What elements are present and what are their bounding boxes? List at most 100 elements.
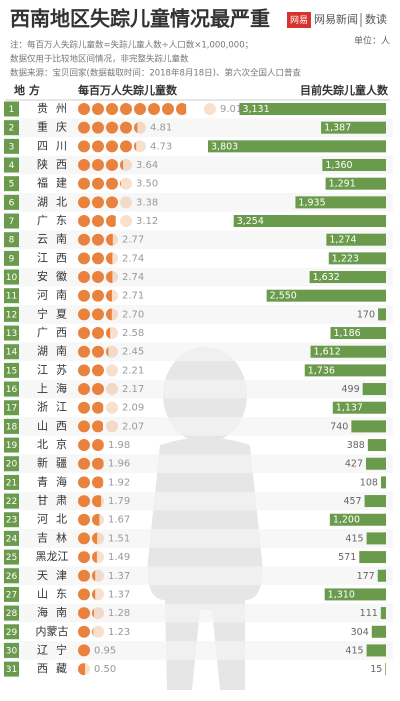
dot-group — [78, 159, 132, 172]
bar — [332, 401, 386, 414]
dot — [92, 252, 104, 265]
dot — [92, 457, 104, 470]
category-label: 西藏 — [37, 662, 67, 675]
rank-box — [4, 176, 19, 192]
dot — [78, 495, 90, 508]
dot-remainder — [120, 215, 132, 228]
dot — [106, 233, 113, 246]
dot — [190, 103, 202, 115]
dot — [78, 140, 90, 153]
brand-icon: 网易 — [290, 15, 308, 26]
bar — [380, 607, 386, 620]
dot — [92, 345, 104, 358]
dot — [78, 476, 90, 489]
value-label: 0.95 — [94, 645, 116, 656]
rank: 14 — [6, 348, 18, 358]
dot — [78, 588, 90, 601]
dot-group — [78, 383, 118, 396]
value-label: 4.81 — [150, 123, 172, 134]
legend-entry: 每百万人失踪儿童数 — [78, 83, 178, 97]
dot — [78, 532, 90, 545]
rank-box — [4, 418, 19, 434]
rank-box — [4, 213, 19, 229]
rank-box — [4, 400, 19, 416]
dot — [92, 439, 104, 452]
dot — [92, 589, 96, 600]
dot — [92, 570, 96, 582]
note: 注：每百万人失踪儿童数=失踪儿童人数÷人口数×1,000,000； — [10, 40, 253, 51]
dot-remainder — [106, 383, 118, 396]
dot — [106, 346, 109, 357]
value-label: 108 — [360, 477, 378, 488]
dot — [78, 289, 90, 302]
rank: 24 — [6, 534, 18, 544]
dot — [106, 289, 112, 302]
rank-box — [4, 530, 19, 546]
silhouette — [147, 347, 263, 690]
value-label: 0.50 — [94, 664, 116, 675]
value-label: 388 — [347, 440, 365, 451]
rank-box — [4, 120, 19, 136]
dot-group — [78, 551, 104, 564]
dot — [78, 513, 90, 526]
dot — [92, 383, 104, 396]
value-label: 3.12 — [136, 216, 158, 227]
value-label: 1.23 — [108, 627, 130, 638]
dot — [92, 177, 104, 190]
value-label: 3,254 — [237, 216, 264, 227]
dot-group — [78, 252, 118, 265]
value-label: 3.64 — [136, 160, 158, 171]
dot — [106, 271, 113, 284]
value-label: 1,200 — [333, 515, 360, 526]
value-label: 1.79 — [108, 496, 130, 507]
dot-group — [78, 513, 104, 526]
value-label: 3,803 — [211, 141, 238, 152]
dot-group — [78, 569, 104, 582]
value-label: 1,291 — [329, 179, 356, 190]
dot — [92, 121, 104, 134]
dot — [92, 140, 104, 153]
dot — [78, 569, 90, 582]
note: 数据来源：宝贝回家(数据截取时间：2018年8月18日)、第六次全国人口普查 — [10, 68, 301, 79]
category-label: 河南 — [37, 289, 67, 302]
value-label: 2.21 — [122, 365, 144, 376]
brand: 网易新闻 — [314, 12, 358, 26]
rank-box — [4, 306, 19, 322]
bar — [359, 551, 386, 564]
dot-group — [78, 140, 146, 153]
dot — [78, 663, 85, 676]
dot-group — [78, 439, 104, 452]
bar — [364, 495, 386, 508]
bar — [325, 177, 386, 190]
bar — [377, 569, 386, 582]
dot — [92, 628, 94, 636]
dot-group — [78, 271, 118, 284]
rank: 23 — [6, 516, 17, 526]
category-label: 北京 — [37, 437, 67, 451]
value-label: 1.49 — [108, 552, 130, 563]
value-label: 1,632 — [313, 272, 340, 283]
bar — [367, 439, 386, 452]
value-label: 2.71 — [122, 291, 144, 302]
bar — [330, 327, 386, 340]
dot-group — [78, 495, 104, 508]
category-label: 江苏 — [37, 363, 67, 376]
dot — [78, 271, 90, 284]
dot-group — [78, 364, 118, 377]
value-label: 1,387 — [324, 123, 351, 134]
value-label: 2.09 — [122, 403, 144, 414]
category-label: 广东 — [37, 214, 67, 227]
bar — [351, 420, 386, 433]
dot-group — [78, 121, 146, 134]
dot — [78, 196, 90, 209]
dot — [78, 364, 90, 377]
dot-remainder — [92, 607, 104, 620]
dot — [134, 122, 138, 134]
rank-box — [4, 549, 19, 565]
dot-group — [78, 663, 90, 676]
rank-box — [4, 456, 19, 472]
rank: 21 — [6, 478, 17, 488]
bar — [385, 663, 386, 676]
dot — [92, 308, 104, 321]
rank: 31 — [6, 665, 17, 675]
